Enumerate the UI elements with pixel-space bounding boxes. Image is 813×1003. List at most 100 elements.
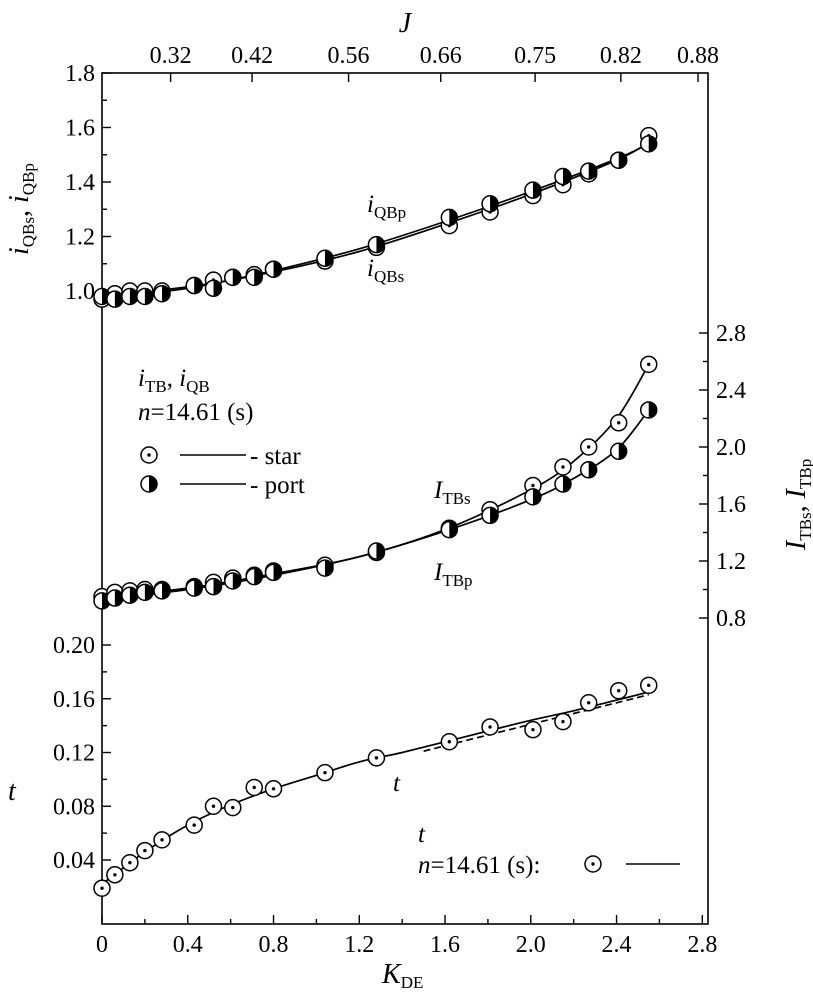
annotation-t: t (393, 770, 401, 797)
curve-t-dashed (423, 693, 649, 753)
legend-star-point (140, 446, 158, 464)
point-t (367, 749, 386, 767)
y-upper-tick-label: 1.6 (65, 116, 95, 142)
point-t (185, 816, 203, 834)
point-t (245, 778, 263, 797)
right-tick-label: 1.6 (716, 492, 746, 518)
top-tick-label: 0.82 (600, 43, 642, 69)
point-iqbp (609, 151, 628, 169)
point-iqbp (264, 260, 283, 278)
point-t (579, 694, 598, 712)
x-axis-title-sub: DE (401, 973, 424, 992)
point-t (224, 798, 242, 817)
x-tick-label: 2.0 (516, 932, 546, 958)
y-lower-tick-label: 0.20 (53, 633, 95, 659)
top-tick-label: 0.42 (231, 43, 273, 69)
point-itbp (481, 506, 499, 525)
y-upper-axis-title: iQBs​, iQBp​ (4, 163, 38, 255)
legend-top-n: n=14.61 (s) (138, 399, 253, 426)
right-tick-label: 1.2 (716, 549, 746, 575)
x-tick-label: 2.4 (602, 932, 632, 958)
annotation-itbp: ITBp​ (433, 559, 473, 590)
legend-t-marker (584, 855, 602, 873)
point-iqbp (316, 249, 334, 268)
y-lower-tick-label: 0.08 (53, 794, 95, 820)
x-tick-label: 0 (96, 932, 108, 958)
point-itbp (524, 488, 542, 506)
top-tick-label: 0.75 (514, 43, 556, 69)
x-tick-label: 1.2 (344, 932, 374, 958)
point-t (481, 718, 499, 736)
annotation-iqbp: iQBp​ (367, 191, 406, 222)
point-t (106, 866, 124, 884)
right-tick-label: 2.8 (716, 321, 746, 347)
point-itbp (136, 583, 154, 602)
legend-t-point (584, 855, 602, 873)
point-itbp (185, 579, 203, 597)
point-itbs (554, 458, 572, 476)
legend-port-label: - port (250, 472, 305, 499)
point-iqbp (224, 268, 242, 287)
point-itbs (639, 355, 658, 374)
point-itbs (579, 438, 598, 456)
point-itbp (367, 542, 386, 560)
point-itbp (106, 589, 124, 607)
point-t (136, 841, 154, 860)
point-iqbp (185, 276, 203, 295)
point-itbs (609, 414, 628, 432)
tick-labels: 0 0.4 0.8 1.2 1.6 2.0 2.4 2.8 0.32 0.42 0.56 0.66 0.… (53, 43, 746, 958)
x-tick-label: 0.8 (259, 932, 289, 958)
y-upper-tick-label: 1.8 (65, 61, 95, 87)
point-itbp (440, 520, 459, 539)
y-lower-tick-label: 0.04 (53, 848, 95, 874)
ticks (101, 72, 708, 924)
point-t (639, 676, 658, 695)
point-iqbp (136, 287, 154, 306)
point-iqbp (245, 268, 263, 287)
annotation-itbs: ITBs​ (433, 477, 471, 508)
point-iqbp (639, 135, 658, 153)
legend-top-title: iTB​, iQB​ (138, 365, 210, 396)
y-upper-tick-label: 1.0 (65, 279, 95, 305)
x-tick-label: 2.8 (687, 932, 717, 958)
point-iqbp (153, 284, 171, 303)
y-lower-axis-title: t (8, 776, 17, 807)
right-tick-label: 2.4 (716, 378, 746, 404)
x-axis-title-main: K (381, 959, 402, 990)
point-itbp (245, 567, 263, 586)
top-tick-label: 0.88 (677, 43, 719, 69)
point-t (264, 780, 283, 798)
top-axis-title: J (399, 8, 413, 39)
point-itbp (204, 577, 223, 596)
legend-bottom-title: t (418, 821, 426, 848)
point-iqbp (106, 290, 124, 308)
point-t (554, 712, 572, 731)
annotation-iqbs: iQBs​ (367, 255, 404, 286)
x-axis-title: KDE (381, 959, 423, 992)
point-itbp (121, 586, 139, 604)
y-upper-tick-label: 1.4 (65, 170, 95, 196)
y-lower-tick-label: 0.16 (53, 687, 95, 713)
right-tick-label: 2.0 (716, 435, 746, 461)
legend-port-point (140, 475, 158, 493)
point-itbp (579, 461, 598, 479)
point-t (93, 879, 111, 897)
point-iqbp (93, 287, 111, 306)
right-axis-title: ITBs​, ITBp​ (781, 459, 813, 551)
legend-bottom: t n=14.61 (s): (418, 821, 680, 879)
curve-itbp-fit (101, 409, 650, 601)
top-tick-label: 0.32 (150, 43, 192, 69)
point-t (440, 733, 459, 751)
point-t (121, 853, 139, 872)
point-itbp (264, 563, 283, 582)
y-lower-tick-label: 0.12 (53, 741, 95, 767)
point-iqbp (524, 181, 542, 199)
point-itbp (316, 559, 334, 577)
point-itbp (224, 572, 242, 590)
point-itbp (554, 475, 572, 493)
point-iqbp (121, 287, 139, 306)
point-iqbp (204, 279, 223, 298)
point-t (609, 681, 628, 700)
point-iqbp (554, 167, 572, 186)
legend-bottom-n: n=14.61 (s): (418, 852, 540, 879)
